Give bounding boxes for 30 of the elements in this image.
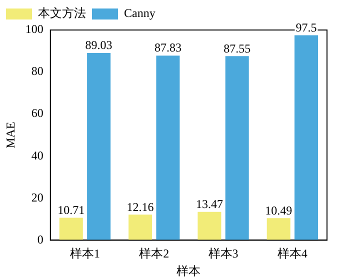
bar (156, 56, 180, 240)
data-label: 89.03 (85, 38, 112, 52)
x-tick-label: 样本4 (277, 246, 308, 261)
bar (198, 212, 222, 240)
data-label: 12.16 (126, 200, 154, 214)
x-tick-label: 样本2 (139, 246, 170, 261)
y-tick-label: 100 (25, 22, 44, 36)
bar (266, 218, 290, 240)
x-tick-label: 样本1 (70, 246, 100, 261)
bar (128, 214, 152, 240)
data-label: 87.55 (224, 41, 251, 56)
data-label: 10.49 (265, 203, 292, 218)
legend-label: Canny (124, 6, 156, 20)
bar (59, 218, 83, 240)
data-label: 13.47 (196, 197, 223, 212)
data-label: 87.83 (154, 40, 182, 55)
bar (87, 53, 111, 240)
legend-label: 本文方法 (38, 6, 86, 20)
x-tick-label: 样本3 (208, 246, 238, 261)
y-tick-label: 40 (31, 148, 44, 162)
x-axis-title: 样本 (176, 264, 201, 278)
y-tick-label: 60 (31, 106, 44, 120)
bar (294, 35, 318, 240)
y-tick-label: 0 (37, 232, 44, 246)
data-label: 97.5 (296, 20, 317, 34)
y-tick-label: 80 (31, 64, 44, 78)
y-tick-label: 20 (31, 190, 44, 204)
bar (225, 56, 249, 240)
y-axis-title: MAE (3, 122, 18, 148)
data-label: 10.71 (58, 202, 85, 217)
